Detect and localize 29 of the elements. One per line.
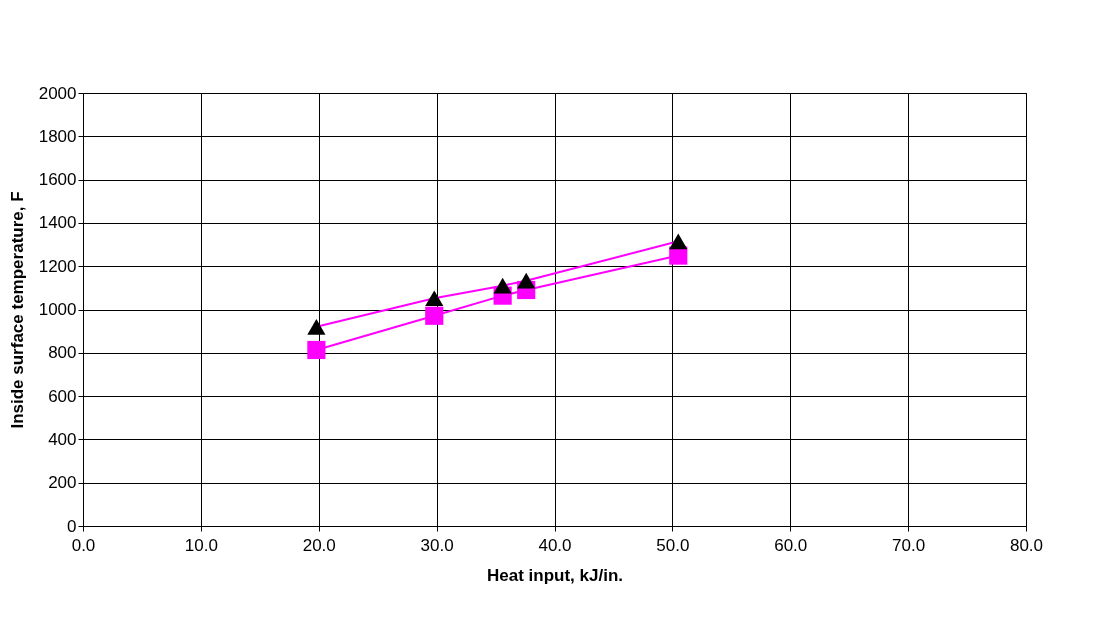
point [493,277,512,294]
y-tick-label: 600 [48,386,77,406]
point [517,272,536,289]
x-tick-label: 60.0 [774,535,808,555]
y-tick-label: 1800 [38,126,77,146]
y-tick-label: 1600 [38,170,77,190]
point [425,306,444,325]
y-axis-title: Inside surface temperature, F [7,191,27,429]
y-tick-label: 2000 [38,83,77,103]
y-tick-label: 1200 [38,256,77,276]
x-tick-label: 10.0 [184,535,218,555]
point [669,233,688,250]
x-tick-label: 40.0 [538,535,572,555]
x-tick-label: 80.0 [1009,535,1044,555]
x-axis-title: Heat input, kJ/in. [486,565,624,585]
y-tick-label: 800 [48,343,77,363]
x-tick-label: 30.0 [420,535,454,555]
y-tick-label: 200 [48,473,77,493]
x-tick-label: 0.0 [71,535,96,555]
point [307,318,326,335]
x-tick-label: 70.0 [892,535,926,555]
y-tick-label: 1400 [38,213,77,233]
y-tick-label: 400 [48,429,77,449]
x-tick-label: 50.0 [656,535,690,555]
x-tick-label: 20.0 [302,535,336,555]
y-tick-label: 1000 [38,300,77,319]
point [425,290,444,307]
point [307,340,326,360]
y-tick-label: 0 [67,516,77,536]
